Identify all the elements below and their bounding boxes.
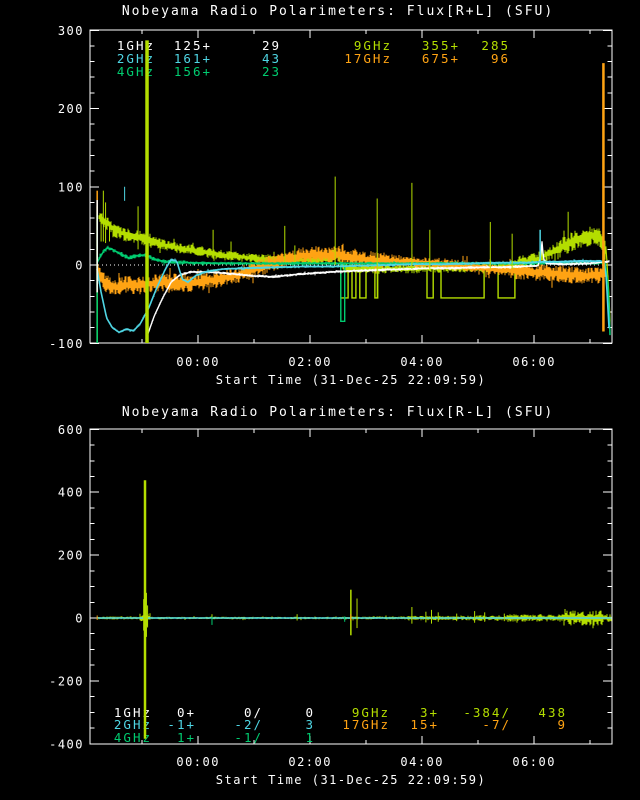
series-2GHz-trace — [96, 258, 610, 334]
legend-cell: 17GHz — [342, 717, 390, 732]
legend-cell: 0/ — [244, 705, 263, 720]
legend-cell: 9GHz — [354, 38, 392, 53]
legend-cell: 438 — [538, 705, 567, 720]
x-tick-label: 00:00 — [176, 355, 220, 369]
series-17GHz-trace — [96, 253, 607, 288]
legend-cell: 355+ — [422, 38, 460, 53]
y-tick-label: 100 — [58, 180, 84, 194]
plot-area — [96, 480, 612, 739]
x-tick-label: 02:00 — [288, 755, 332, 769]
legend-cell: 285 — [481, 38, 510, 53]
legend-cell: 1+ — [177, 730, 196, 745]
legend-cell: -1+ — [167, 717, 196, 732]
y-tick-label: 400 — [58, 486, 84, 500]
legend-cell: 125+ — [174, 38, 212, 53]
y-tick-label: -200 — [49, 674, 84, 688]
y-tick-label: 300 — [58, 24, 84, 38]
legend-cell: -384/ — [463, 705, 511, 720]
legend-cell: 4GHz — [117, 64, 155, 79]
legend-cell: 1 — [305, 730, 315, 745]
legend-cell: 17GHz — [344, 51, 392, 66]
series-9GHz-dropout — [374, 268, 379, 299]
legend-cell: 0 — [305, 705, 315, 720]
y-tick-label: 0 — [75, 259, 84, 273]
y-tick-label: 200 — [58, 102, 84, 116]
series-4GHz-dropout — [340, 263, 346, 322]
axis-ticks — [90, 29, 612, 344]
plot-frame — [89, 428, 613, 745]
legend-cell: 1GHz — [114, 705, 152, 720]
legend-cell: -7/ — [482, 717, 511, 732]
legend-cell: 4GHz — [114, 730, 152, 745]
y-tick-label: 0 — [75, 612, 84, 626]
legend-cell: 15+ — [410, 717, 439, 732]
plot-area — [96, 40, 611, 343]
series-9GHz-dropout — [497, 264, 516, 299]
legend-cell: 3 — [305, 717, 315, 732]
series-9GHz-dropout — [426, 268, 434, 299]
plot-frame — [89, 29, 613, 344]
legend-cell: 2GHz — [114, 717, 152, 732]
y-tick-label: 600 — [58, 423, 84, 437]
flux-diff-chart: 600 400 200 0 -200 -400 00:00 02:00 04:00 06:00 St… — [49, 423, 613, 787]
legend-cell: 156+ — [174, 64, 212, 79]
y-tick-label: -400 — [49, 737, 84, 751]
legend-cell: 0+ — [177, 705, 196, 720]
x-tick-label: 04:00 — [400, 755, 444, 769]
flux-diff-title: Nobeyama Radio Polarimeters: Flux[R-L] (… — [121, 405, 555, 420]
axis-ticks — [90, 428, 612, 745]
y-tick-label: -100 — [49, 337, 84, 351]
series-9GHz-dropout — [440, 267, 485, 299]
legend-cell: 3+ — [420, 705, 439, 720]
flux-sum-title: Nobeyama Radio Polarimeters: Flux[R+L] (… — [121, 4, 555, 19]
legend-cell: 2GHz — [117, 51, 155, 66]
flux-sum-chart: 300 200 100 0 -100 00:00 02:00 04:00 06:00 Start … — [49, 24, 613, 387]
legend-cell: 9 — [557, 717, 567, 732]
series-9GHz-dropout — [351, 268, 357, 299]
legend-cell: 1GHz — [117, 38, 155, 53]
x-tick-label: 06:00 — [512, 755, 556, 769]
legend-cell: -2/ — [234, 717, 263, 732]
legend-cell: 161+ — [174, 51, 212, 66]
x-tick-label: 04:00 — [400, 355, 444, 369]
legend-cell: -1/ — [234, 730, 263, 745]
y-tick-label: 200 — [58, 549, 84, 563]
legend-cell: 96 — [491, 51, 510, 66]
x-tick-label: 06:00 — [512, 355, 556, 369]
x-axis-label: Start Time (31-Dec-25 22:09:59) — [216, 773, 486, 787]
legend-cell: 9GHz — [352, 705, 390, 720]
legend-cell: 675+ — [422, 51, 460, 66]
legend-cell: 43 — [262, 51, 281, 66]
legend-cell: 29 — [262, 38, 281, 53]
x-axis-label: Start Time (31-Dec-25 22:09:59) — [216, 373, 486, 387]
x-tick-label: 02:00 — [288, 355, 332, 369]
series-9GHz-dropout — [359, 268, 367, 299]
legend-cell: 23 — [262, 64, 281, 79]
x-tick-label: 00:00 — [176, 755, 220, 769]
